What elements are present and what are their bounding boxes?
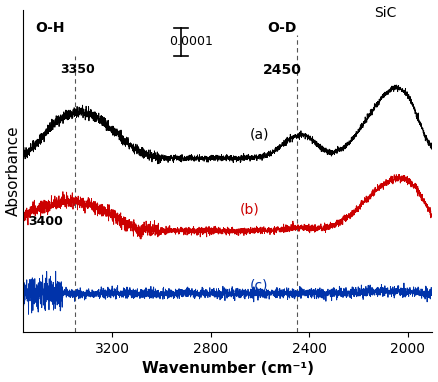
Text: (a): (a) <box>250 128 269 142</box>
Text: 0.0001: 0.0001 <box>169 36 212 49</box>
Text: (b): (b) <box>240 203 260 217</box>
Y-axis label: Absorbance: Absorbance <box>6 126 21 216</box>
X-axis label: Wavenumber (cm⁻¹): Wavenumber (cm⁻¹) <box>142 361 314 376</box>
Text: 3400: 3400 <box>28 215 63 228</box>
Text: O-D: O-D <box>268 21 297 35</box>
Text: SiC: SiC <box>374 6 397 21</box>
Text: 3350: 3350 <box>60 63 95 76</box>
Text: O-H: O-H <box>35 21 65 35</box>
Text: (c): (c) <box>250 278 268 292</box>
Text: 2450: 2450 <box>263 63 301 78</box>
